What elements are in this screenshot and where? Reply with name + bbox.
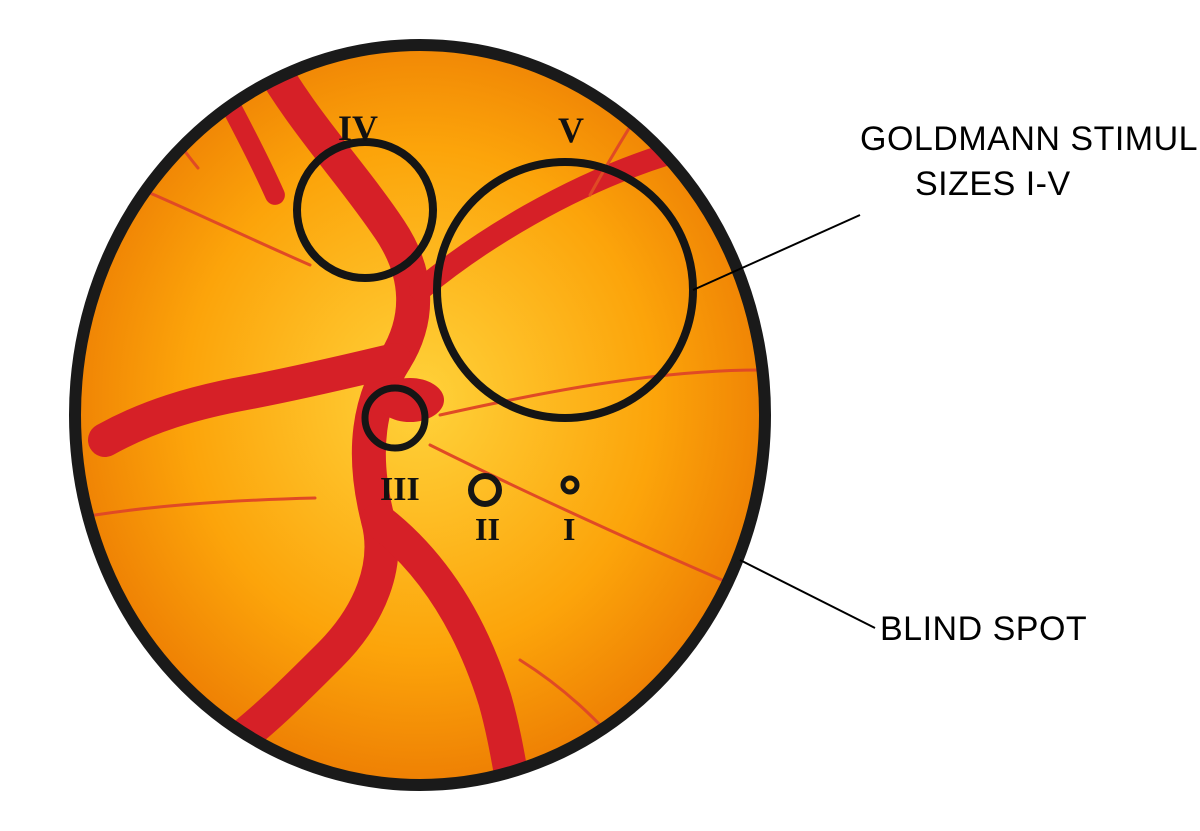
stimulus-label-II: II <box>475 511 500 547</box>
label-goldmann-line1: GOLDMANN STIMULI <box>860 120 1200 158</box>
label-blind-spot: BLIND SPOT <box>880 610 1087 648</box>
goldmann-stimuli-diagram: VIVIIIIII GOLDMANN STIMULI SIZES I-V BLI… <box>0 0 1200 831</box>
stimulus-label-IV: IV <box>338 108 378 148</box>
stimulus-label-III: III <box>380 471 420 508</box>
vessel-bifurcation-bulge <box>376 378 444 422</box>
leader-line-blindspot <box>740 560 875 628</box>
stimulus-label-V: V <box>558 110 584 150</box>
stimulus-label-I: I <box>563 511 575 547</box>
label-goldmann-line2: SIZES I-V <box>915 165 1071 203</box>
